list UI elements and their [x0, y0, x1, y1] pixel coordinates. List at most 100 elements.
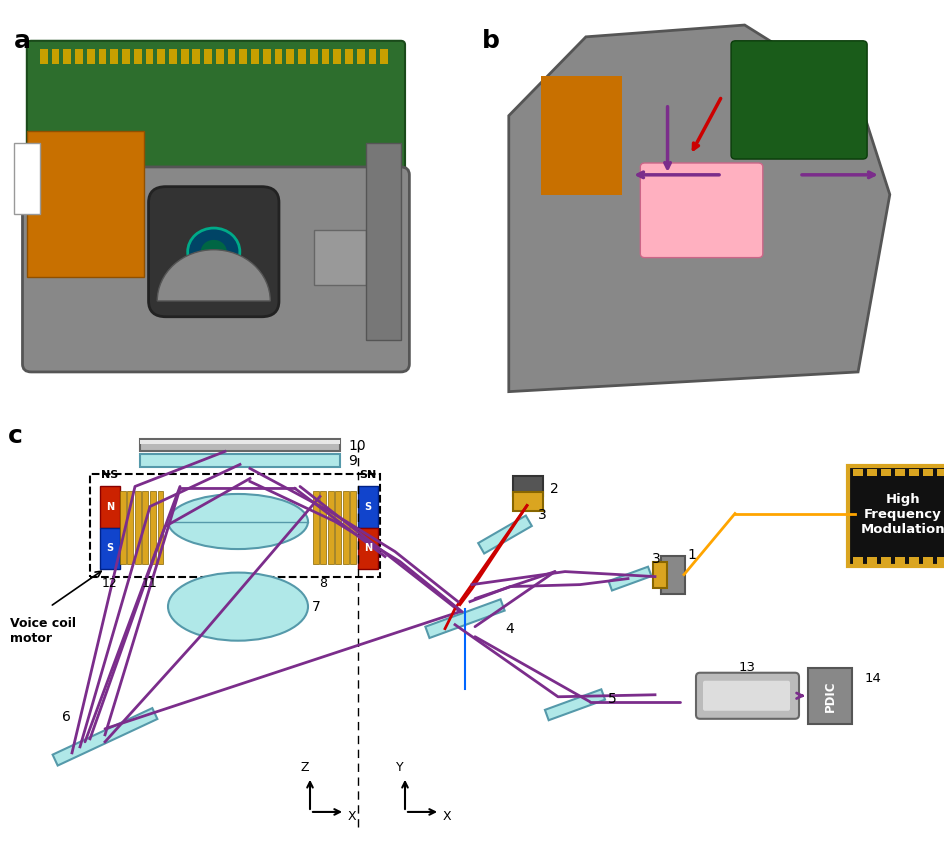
Bar	[143, 491, 148, 564]
Bar	[135, 491, 141, 564]
Bar	[239, 49, 247, 64]
Bar	[936, 556, 944, 564]
FancyBboxPatch shape	[847, 466, 944, 566]
Text: b: b	[481, 29, 499, 53]
Text: Voice coil
motor: Voice coil motor	[10, 617, 76, 644]
Bar	[140, 440, 340, 452]
FancyBboxPatch shape	[807, 668, 851, 724]
Bar	[313, 230, 365, 285]
Text: S: S	[364, 502, 371, 512]
Ellipse shape	[200, 240, 227, 264]
Text: a: a	[14, 29, 31, 53]
Bar	[286, 49, 294, 64]
Bar	[908, 470, 918, 476]
Polygon shape	[545, 689, 604, 720]
Bar	[63, 49, 71, 64]
Bar	[866, 556, 876, 564]
Bar	[852, 556, 862, 564]
Bar	[368, 49, 376, 64]
Bar	[908, 556, 918, 564]
Bar	[122, 49, 129, 64]
Bar	[140, 454, 340, 467]
Polygon shape	[53, 708, 158, 765]
Ellipse shape	[168, 494, 308, 549]
FancyBboxPatch shape	[731, 41, 867, 159]
Bar	[140, 440, 340, 445]
Bar	[365, 143, 400, 340]
Text: 2: 2	[549, 482, 558, 496]
Polygon shape	[608, 566, 650, 590]
Bar	[328, 491, 333, 564]
Bar	[880, 470, 890, 476]
FancyBboxPatch shape	[513, 476, 543, 496]
Bar	[358, 528, 378, 568]
Bar	[880, 556, 890, 564]
Bar	[297, 49, 306, 64]
Bar	[357, 49, 364, 64]
Text: 13: 13	[738, 661, 755, 674]
Wedge shape	[157, 249, 270, 301]
Text: 9: 9	[347, 454, 357, 469]
FancyBboxPatch shape	[652, 561, 666, 588]
Text: 5: 5	[607, 692, 616, 706]
Text: High
Frequency
Modulation: High Frequency Modulation	[860, 493, 944, 536]
Bar	[335, 491, 341, 564]
Bar	[922, 556, 932, 564]
Text: 7: 7	[312, 600, 320, 614]
Bar	[180, 49, 189, 64]
Bar	[127, 491, 133, 564]
Bar	[98, 49, 107, 64]
Bar	[157, 49, 165, 64]
Bar	[310, 49, 317, 64]
Bar	[134, 49, 142, 64]
FancyBboxPatch shape	[23, 167, 409, 372]
Text: PDIC: PDIC	[822, 680, 835, 711]
Text: 8: 8	[319, 577, 327, 590]
Bar	[14, 143, 40, 214]
Bar	[150, 491, 156, 564]
Ellipse shape	[188, 228, 240, 275]
Text: SN: SN	[359, 470, 377, 481]
Bar	[275, 49, 282, 64]
FancyBboxPatch shape	[26, 41, 405, 199]
Bar	[110, 49, 118, 64]
Bar	[215, 49, 224, 64]
Text: c: c	[8, 424, 23, 448]
Bar	[320, 491, 326, 564]
Bar	[90, 475, 379, 577]
Bar	[158, 491, 162, 564]
Bar	[321, 49, 329, 64]
Text: 12: 12	[102, 577, 118, 590]
Polygon shape	[508, 25, 889, 392]
Bar	[312, 491, 318, 564]
Bar	[251, 49, 259, 64]
Bar	[204, 49, 211, 64]
Text: Y: Y	[396, 761, 403, 774]
FancyBboxPatch shape	[702, 680, 789, 710]
Bar	[358, 487, 378, 528]
Text: Z: Z	[300, 761, 309, 774]
Bar	[333, 49, 341, 64]
Bar	[100, 487, 120, 528]
FancyBboxPatch shape	[26, 131, 144, 278]
FancyBboxPatch shape	[696, 673, 799, 719]
Bar	[922, 470, 932, 476]
Bar	[894, 556, 904, 564]
Text: N: N	[106, 502, 114, 512]
Bar	[345, 49, 352, 64]
Text: 10: 10	[347, 440, 365, 453]
Bar	[350, 491, 356, 564]
Bar	[87, 49, 94, 64]
Bar	[169, 49, 177, 64]
FancyBboxPatch shape	[640, 163, 762, 258]
Bar	[52, 49, 59, 64]
Ellipse shape	[168, 572, 308, 641]
Bar	[120, 491, 126, 564]
Bar	[852, 470, 862, 476]
FancyBboxPatch shape	[513, 493, 543, 511]
FancyBboxPatch shape	[660, 555, 684, 594]
Bar	[262, 49, 270, 64]
Bar	[145, 49, 153, 64]
Text: N: N	[363, 543, 372, 553]
Bar	[40, 49, 47, 64]
